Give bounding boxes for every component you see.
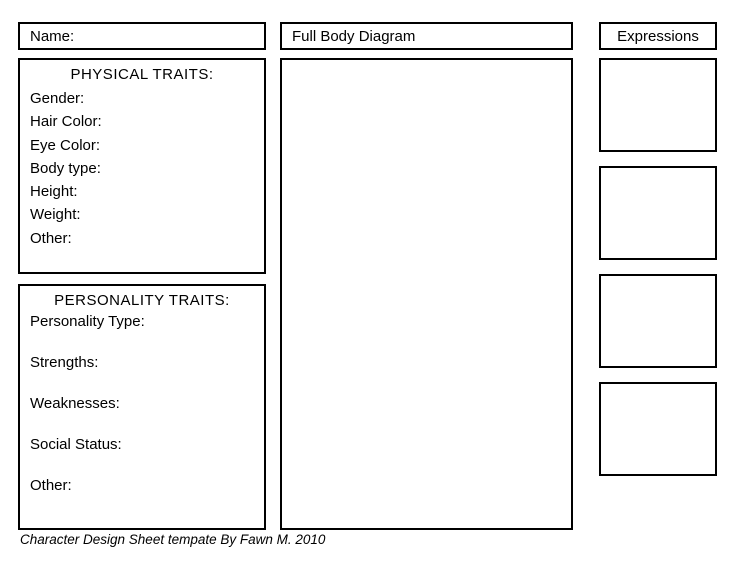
expression-box-3 [599, 274, 717, 368]
strengths-field: Strengths: [30, 354, 254, 371]
physical-traits-title: PHYSICAL TRAITS: [30, 66, 254, 83]
social-status-field: Social Status: [30, 436, 254, 453]
height-field: Height: [30, 180, 254, 203]
expressions-header-box: Expressions [599, 22, 717, 50]
fullbody-header-box: Full Body Diagram [280, 22, 573, 50]
expression-box-1 [599, 58, 717, 152]
weaknesses-field: Weaknesses: [30, 395, 254, 412]
fullbody-label: Full Body Diagram [292, 28, 415, 45]
personality-type-field: Personality Type: [30, 313, 254, 330]
name-label: Name: [30, 28, 74, 45]
expression-box-2 [599, 166, 717, 260]
hair-color-field: Hair Color: [30, 110, 254, 133]
personality-other-field: Other: [30, 477, 254, 494]
expression-box-4 [599, 382, 717, 476]
fullbody-diagram-box [280, 58, 573, 530]
personality-traits-box: PERSONALITY TRAITS: Personality Type: St… [18, 284, 266, 530]
physical-traits-box: PHYSICAL TRAITS: Gender: Hair Color: Eye… [18, 58, 266, 274]
personality-traits-title: PERSONALITY TRAITS: [30, 292, 254, 309]
body-type-field: Body type: [30, 157, 254, 180]
gender-field: Gender: [30, 87, 254, 110]
expressions-label: Expressions [617, 28, 699, 45]
name-field-box: Name: [18, 22, 266, 50]
eye-color-field: Eye Color: [30, 134, 254, 157]
weight-field: Weight: [30, 203, 254, 226]
physical-other-field: Other: [30, 227, 254, 250]
footer-credit: Character Design Sheet tempate By Fawn M… [18, 532, 717, 547]
